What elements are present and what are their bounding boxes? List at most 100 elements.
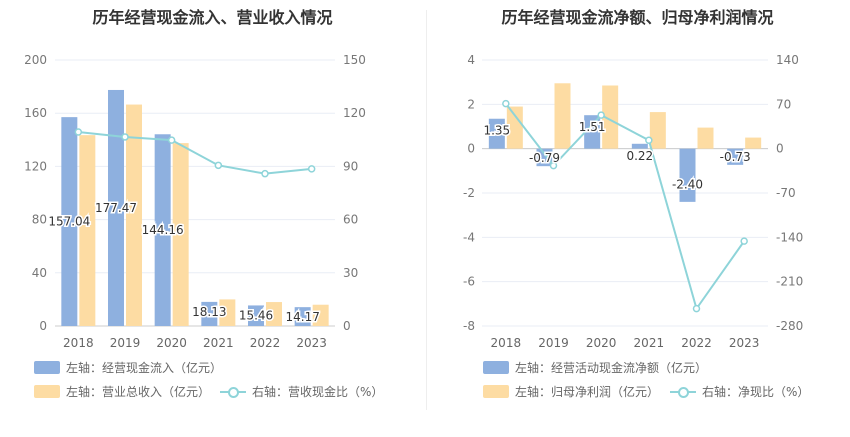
right-bar-secondary [602,85,619,149]
left-ratio-point [121,133,129,141]
right-bar-primary [679,148,696,202]
left-left-tick-label: 80 [32,213,47,227]
left-bar-secondary [266,302,282,326]
right-ratio-point [502,99,510,108]
right-bar-data-label: 0.22 [626,149,653,163]
right-right-tick-label: -70 [776,186,796,200]
right-ratio-point [549,161,558,170]
right-left-tick-label: -4 [463,230,475,244]
left-bar-data-label: 177.47 [95,201,137,215]
left-bar-primary [61,117,78,326]
right-bar-secondary [649,112,666,149]
left-chart-title: 历年经营现金流入、营业收入情况 [92,8,333,27]
right-category-label: 2018 [491,336,522,350]
right-right-tick-label: -210 [776,275,803,289]
left-category-label: 2018 [63,336,94,350]
right-left-tick-label: -2 [463,186,475,200]
left-ratio-point [214,161,223,170]
left-bar-secondary [219,299,236,326]
right-bar-primary [584,115,601,149]
right-legend-secondary-swatch [483,385,509,398]
right-chart-plot: -8 -6 -4 -2 0 2 4 -280 -210 -140 -70 0 70 140 2018 2019… [463,53,803,350]
right-category-label: 2021 [634,336,665,350]
left-ratio-point [74,128,83,136]
left-right-tick-label: 60 [343,213,358,227]
right-chart-title: 历年经营现金流净额、归母净利润情况 [501,8,774,27]
left-category-label: 2021 [203,336,234,350]
left-right-tick-label: 90 [343,159,358,173]
right-bar-data-label: 1.35 [483,124,510,138]
left-legend-primary-swatch [34,361,60,374]
right-legend-line-swatch [670,385,696,399]
left-right-tick-label: 150 [343,53,366,67]
right-chart-panel: 历年经营现金流净额、归母净利润情况 -8 -6 -4 -2 0 2 4 -280 -210 -14… [425,0,850,437]
right-bar-data-label: 1.51 [579,120,606,134]
right-bar-secondary [506,106,523,149]
left-bar-secondary [312,304,329,326]
left-bar-data-label: 144.16 [142,223,184,237]
right-bar-secondary [745,137,762,149]
left-bar-secondary [126,104,142,327]
panel-divider [426,10,427,410]
left-category-label: 2019 [110,336,141,350]
right-right-tick-label: 140 [776,53,799,67]
right-bar-data-label: -2.40 [672,178,703,192]
right-bar-primary [727,148,744,165]
left-bar-secondary [172,143,189,326]
right-bar-primary [488,118,505,149]
left-chart-plot: 0 40 80 120 160 200 0 30 60 90 120 150 2018 2019 2020 2… [24,53,366,350]
left-left-tick-label: 40 [32,266,47,280]
left-category-label: 2023 [296,336,327,350]
left-ratio-point [261,169,269,178]
right-right-tick-label: -280 [776,319,803,333]
left-legend-secondary-swatch [34,385,60,398]
right-category-label: 2020 [586,336,617,350]
left-bar-primary [248,305,264,326]
left-bar-primary [154,134,171,326]
left-legend-secondary[interactable]: 左轴：营业总收入（亿元） [34,383,210,400]
right-legend-secondary[interactable]: 左轴：归母净利润（亿元） [483,383,659,400]
left-bar-secondary [79,135,96,326]
left-bar-data-label: 18.13 [192,305,226,319]
right-bar-primary [631,143,648,149]
right-right-tick-label: -140 [776,230,803,244]
left-bar-primary [201,301,218,326]
right-category-label: 2019 [538,336,569,350]
right-left-tick-label: 0 [467,142,475,156]
left-left-tick-label: 0 [39,319,47,333]
right-right-tick-label: 0 [776,142,784,156]
right-legend-secondary-label: 左轴：归母净利润（亿元） [515,385,660,399]
right-ratio-point [597,111,605,119]
right-legend-primary-label: 左轴：经营活动现金流净额（亿元） [515,361,708,375]
right-bar-secondary [554,83,571,149]
right-left-tick-label: -8 [463,319,475,333]
left-legend-line-label: 右轴：营收现金比（%） [252,385,384,399]
right-legend-line[interactable]: 右轴：净现比（%） [670,383,809,400]
right-legend-primary[interactable]: 左轴：经营活动现金流净额（亿元） [483,359,707,376]
right-ratio-point [740,237,748,245]
right-ratio-line [505,103,745,311]
left-legend-line[interactable]: 右轴：营收现金比（%） [220,383,383,400]
left-bar-primary [294,307,311,326]
left-bar-data-label: 15.46 [239,308,273,322]
right-category-label: 2022 [681,336,712,350]
left-bar-data-label: 157.04 [48,215,90,229]
right-legend-line-label: 右轴：净现比（%） [702,385,810,399]
right-left-tick-label: 2 [467,97,475,111]
right-category-label: 2023 [729,336,760,350]
right-bar-data-label: -0.79 [529,151,560,165]
right-bar-secondary [697,127,714,149]
right-legend-primary-swatch [483,361,509,374]
left-category-label: 2022 [250,336,281,350]
left-ratio-point [307,165,316,173]
left-left-tick-label: 200 [24,53,47,67]
left-right-tick-label: 30 [343,266,358,280]
right-left-tick-label: -6 [463,275,475,289]
left-right-tick-label: 0 [343,319,351,333]
left-bar-primary [108,89,124,326]
left-right-tick-label: 120 [343,106,366,120]
left-legend-primary[interactable]: 左轴：经营现金流入（亿元） [34,359,222,376]
left-legend-line-swatch [220,385,246,399]
left-bar-data-label: 14.17 [285,310,319,324]
right-right-tick-label: 70 [776,97,791,111]
